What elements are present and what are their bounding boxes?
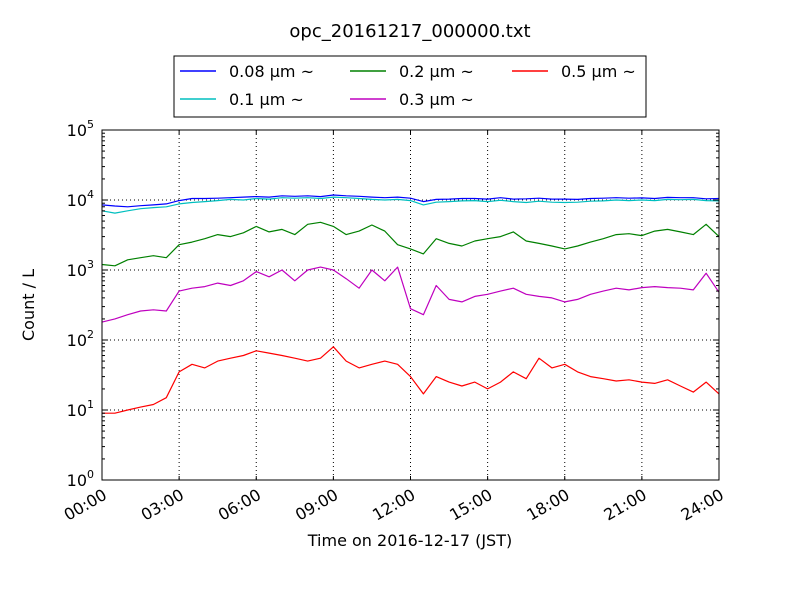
y-tick-label: 104 [67,188,94,210]
legend-label: 0.08 μm ~ [229,62,314,81]
x-tick-label: 21:00 [600,485,649,525]
legend-label: 0.1 μm ~ [229,90,304,109]
y-tick-labels: 100 101 102 103 104 105 [67,118,94,490]
chart-title: opc_20161217_000000.txt [289,21,530,42]
y-tick-label: 102 [67,328,94,350]
legend-label: 0.5 μm ~ [561,62,636,81]
grid-lines [102,130,719,480]
y-tick-label: 105 [67,118,94,140]
x-tick-label: 03:00 [138,485,187,525]
x-tick-label: 15:00 [446,485,495,525]
y-tick-label: 101 [67,398,94,420]
y-tick-label: 100 [67,468,94,490]
series-line [101,196,720,214]
legend: 0.08 μm ~ 0.1 μm ~ 0.2 μm ~ 0.3 μm ~ 0.5 μm … [173,55,647,118]
x-tick-labels: 00:00 03:00 06:00 09:00 12:00 15:00 18:00 21:00… [61,485,727,525]
series-line [101,221,720,267]
x-tick-label: 00:00 [61,485,110,525]
series-layer [101,194,720,414]
series-line [101,194,720,208]
x-tick-label: 24:00 [678,485,727,525]
x-tick-label: 06:00 [215,485,264,525]
x-tick-label: 12:00 [369,485,418,525]
series-line [102,346,720,414]
x-tick-label: 09:00 [292,485,341,525]
y-tick-label: 103 [67,258,94,280]
y-axis-label: Count / L [19,269,38,341]
x-tick-label: 18:00 [523,485,572,525]
legend-label: 0.3 μm ~ [399,90,474,109]
legend-frame [173,55,647,118]
x-axis-label: Time on 2016-12-17 (JST) [307,531,512,550]
legend-label: 0.2 μm ~ [399,62,474,81]
axis-ticks [101,129,720,481]
series-line [101,266,720,323]
